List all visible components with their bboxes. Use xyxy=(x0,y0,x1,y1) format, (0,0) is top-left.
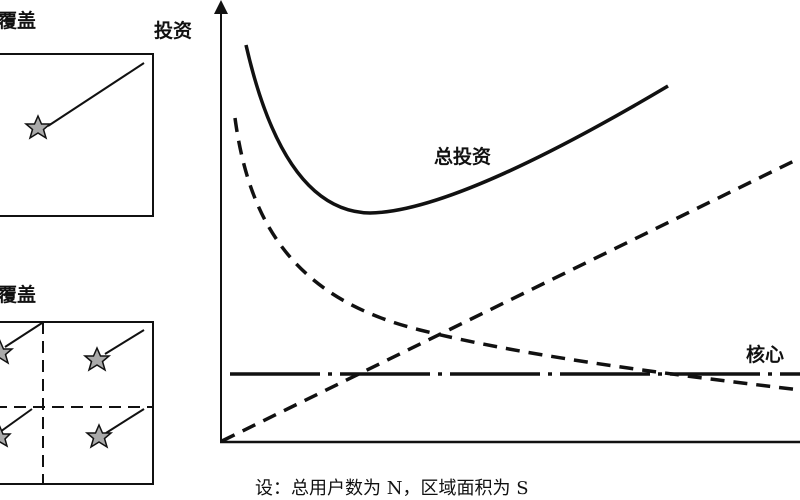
star-icon xyxy=(82,346,112,372)
star-icon xyxy=(84,423,114,449)
star-icon xyxy=(0,425,12,448)
y-axis-label: 投资 xyxy=(154,20,193,42)
curve-increasing-cost xyxy=(221,156,800,443)
star-icon xyxy=(23,114,53,140)
arrow-up-icon xyxy=(214,0,228,14)
caption: 设：总用户数为 N，区域面积为 S xyxy=(255,478,529,499)
panel-single-coverage xyxy=(0,53,154,217)
star-icon xyxy=(0,339,15,365)
panel-bottom-title: 覆盖 xyxy=(0,284,37,306)
curve-decreasing-cost xyxy=(233,117,800,392)
panel-top-title: 覆盖 xyxy=(0,10,37,32)
panel-split-coverage xyxy=(0,321,154,485)
label-core: 核心 xyxy=(746,344,785,366)
axes xyxy=(214,0,800,444)
label-total-investment: 总投资 xyxy=(434,146,492,168)
curve-total-investment xyxy=(244,44,669,215)
